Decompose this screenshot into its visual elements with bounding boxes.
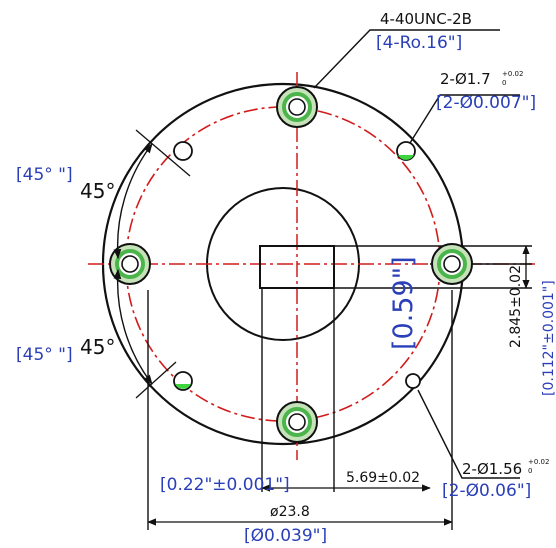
hole-lower-right	[405, 373, 421, 389]
shaft-flat-inch: [0.59"]	[388, 256, 419, 350]
top-holes-tol-lower: 0	[502, 79, 506, 87]
key-width-label: 5.69±0.02	[346, 470, 420, 486]
leader-bottom-holes	[417, 389, 520, 479]
key-width-inch: [0.22"±0.001"]	[160, 475, 290, 495]
angle-arc-bottom	[113, 269, 153, 385]
angle-arc-top	[113, 143, 153, 259]
angle-leader-top	[135, 129, 191, 177]
hole-lower-left-green	[175, 384, 191, 389]
angle-bottom-inch: [45° "]	[16, 345, 73, 365]
vertical-offset-inch: [0.112"±0.001"]	[541, 280, 556, 396]
angle-top-label: 45°	[80, 179, 115, 203]
boss-top	[276, 86, 318, 128]
top-holes-label: 2-Ø1.7	[440, 70, 491, 88]
boss-bottom	[276, 401, 318, 443]
angle-bottom-label: 45°	[80, 335, 115, 359]
top-holes-tol-upper: +0.02	[502, 70, 523, 78]
boss-right	[431, 243, 473, 285]
shaft-key-outline	[259, 245, 335, 289]
boss-left	[109, 243, 151, 285]
hole-upper-right-green	[398, 155, 414, 160]
bottom-holes-tol-lower: 0	[528, 467, 532, 475]
bottom-holes-tol-upper: +0.02	[528, 458, 549, 466]
diameter-inch: [Ø0.039"]	[244, 526, 327, 546]
bottom-holes-label: 2-Ø1.56	[462, 460, 522, 478]
leader-thread	[313, 29, 500, 89]
vertical-offset-label: 2.845±0.02	[508, 265, 524, 348]
thread-inch: [4-Ro.16"]	[376, 33, 462, 53]
angle-top-inch: [45° "]	[16, 165, 73, 185]
bottom-holes-inch: [2-Ø0.06"]	[442, 481, 531, 501]
diameter-label: ø23.8	[270, 504, 310, 520]
hole-upper-left	[173, 141, 193, 161]
angle-leader-bottom	[135, 361, 177, 399]
top-holes-inch: [2-Ø0.007"]	[436, 93, 536, 113]
leader-top-holes	[409, 94, 520, 144]
thread-label: 4-40UNC-2B	[380, 10, 472, 28]
